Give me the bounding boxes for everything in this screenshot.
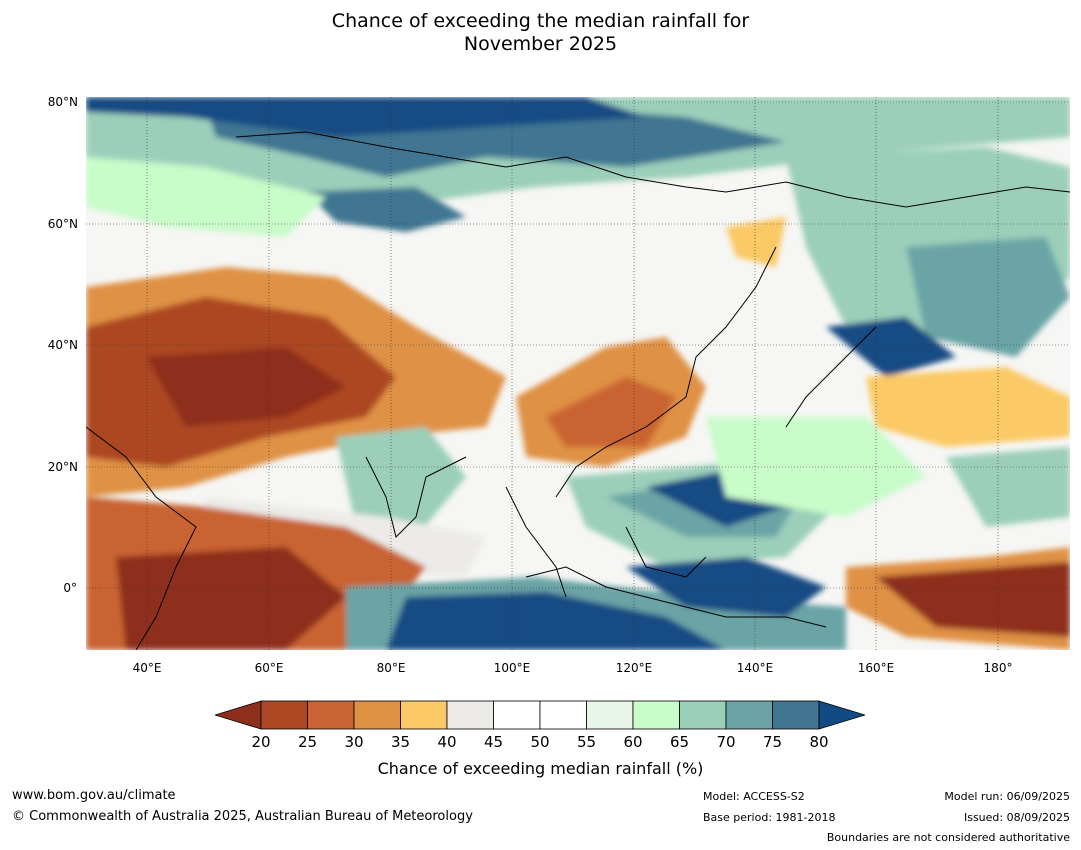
title-line-2: November 2025 (463, 33, 618, 55)
colorbar-bin (586, 700, 634, 730)
map-svg (86, 97, 1070, 650)
colorbar-tick-label: 25 (297, 733, 318, 751)
lat-label-80n: 80°N (47, 95, 78, 109)
colorbar-bin (725, 700, 773, 730)
lat-label-40n: 40°N (47, 338, 78, 352)
lon-label-140e: 140°E (736, 661, 774, 675)
copyright-text: © Commonwealth of Australia 2025, Austra… (12, 809, 473, 824)
lat-label-0: 0° (63, 581, 77, 595)
map-title: Chance of exceeding the median rainfall … (0, 10, 1081, 56)
colorbar-tick-label: 55 (576, 733, 597, 751)
colorbar-over-arrow (818, 700, 865, 730)
colorbar-under-arrow (215, 700, 262, 730)
rainfall-map (86, 97, 1070, 650)
lat-label-20n: 20°N (47, 460, 78, 474)
colorbar-bin (446, 700, 494, 730)
colorbar-bin (632, 700, 680, 730)
colorbar-bin (400, 700, 448, 730)
colorbar-tick-label: 60 (623, 733, 643, 751)
lat-label-60n: 60°N (47, 217, 78, 231)
lon-label-40e: 40°E (132, 661, 162, 675)
colorbar-tick-label: 40 (437, 733, 457, 751)
colorbar-tick-label: 20 (251, 733, 271, 751)
issued-date: Issued: 08/09/2025 (963, 811, 1070, 824)
colorbar-tick-label: 30 (344, 733, 364, 751)
lon-label-100e: 100°E (493, 661, 531, 675)
title-line-1: Chance of exceeding the median rainfall … (331, 10, 750, 32)
colorbar-tick-label: 35 (390, 733, 411, 751)
lon-label-80e: 80°E (376, 661, 406, 675)
colorbar-bin (772, 700, 820, 730)
colorbar-bin (539, 700, 587, 730)
coastlines (86, 131, 1070, 650)
boundary-disclaimer: Boundaries are not considered authoritat… (826, 831, 1070, 844)
lon-label-160e: 160°E (857, 661, 895, 675)
colorbar-tick-label: 65 (669, 733, 690, 751)
lon-label-180: 180° (983, 661, 1013, 675)
colorbar-tick-label: 75 (762, 733, 783, 751)
colorbar-bin (307, 700, 355, 730)
rainfall-shading (86, 97, 1070, 650)
website-link[interactable]: www.bom.gov.au/climate (12, 788, 176, 803)
colorbar-tick-label: 70 (716, 733, 736, 751)
colorbar-bin (679, 700, 727, 730)
colorbar-bin (493, 700, 541, 730)
graticule (86, 97, 1070, 650)
base-period: Base period: 1981-2018 (703, 811, 836, 824)
model-run-date: Model run: 06/09/2025 (944, 790, 1070, 803)
colorbar-tick-label: 50 (530, 733, 550, 751)
colorbar-bin (353, 700, 401, 730)
colorbar (215, 700, 865, 730)
lon-label-120e: 120°E (615, 661, 653, 675)
colorbar-tick-label: 45 (483, 733, 504, 751)
lon-label-60e: 60°E (254, 661, 284, 675)
colorbar-tick-label: 80 (809, 733, 829, 751)
colorbar-label: Chance of exceeding median rainfall (%) (377, 759, 704, 778)
colorbar-bin (260, 700, 308, 730)
model-name: Model: ACCESS-S2 (703, 790, 805, 803)
